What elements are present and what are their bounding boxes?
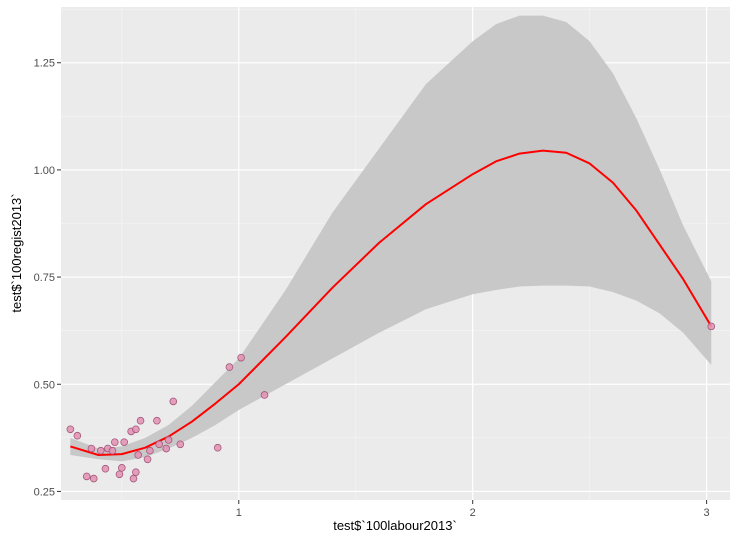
data-point bbox=[115, 470, 124, 479]
data-point bbox=[87, 444, 96, 453]
data-point bbox=[146, 446, 154, 455]
data-point bbox=[66, 425, 75, 434]
data-point bbox=[164, 436, 173, 444]
x-tick-label: 3 bbox=[704, 507, 710, 519]
data-point bbox=[176, 440, 185, 449]
x-tick-label: 2 bbox=[470, 507, 476, 519]
x-axis-ticks: 1 2 3 bbox=[236, 500, 710, 519]
data-point bbox=[134, 451, 142, 459]
data-point bbox=[237, 353, 245, 362]
data-point bbox=[155, 440, 164, 449]
x-tick-label: 1 bbox=[236, 507, 242, 519]
y-tick-label: 0.50 bbox=[34, 379, 55, 391]
data-point bbox=[136, 416, 145, 425]
data-point bbox=[260, 391, 269, 399]
data-point bbox=[225, 363, 234, 371]
data-point bbox=[132, 425, 140, 434]
y-tick-label: 0.25 bbox=[34, 486, 55, 498]
data-points bbox=[66, 322, 716, 483]
data-point bbox=[143, 455, 152, 464]
y-axis-ticks: 0.25 0.50 0.75 1.00 1.25 bbox=[34, 58, 61, 498]
y-tick-label: 0.75 bbox=[34, 272, 55, 284]
data-point bbox=[132, 468, 140, 476]
y-tick-label: 1.25 bbox=[34, 58, 55, 70]
data-point bbox=[82, 472, 91, 481]
data-point bbox=[169, 397, 178, 406]
data-point bbox=[129, 474, 138, 483]
data-point bbox=[96, 446, 105, 455]
y-axis-title: test$`100regist2013` bbox=[9, 193, 24, 312]
data-point bbox=[162, 444, 171, 453]
data-point bbox=[101, 464, 110, 473]
data-point bbox=[89, 474, 98, 483]
smooth-fit-line bbox=[70, 149, 713, 456]
data-point bbox=[111, 438, 119, 446]
data-point bbox=[213, 443, 222, 452]
confidence-ribbon bbox=[70, 15, 712, 462]
y-tick-label: 1.00 bbox=[34, 165, 55, 177]
x-axis-title: test$`100labour2013` bbox=[333, 518, 457, 533]
data-point bbox=[707, 322, 716, 331]
data-point bbox=[73, 431, 82, 440]
data-point bbox=[108, 446, 117, 455]
data-point bbox=[153, 416, 161, 425]
data-point bbox=[120, 438, 128, 446]
data-point bbox=[118, 464, 126, 472]
